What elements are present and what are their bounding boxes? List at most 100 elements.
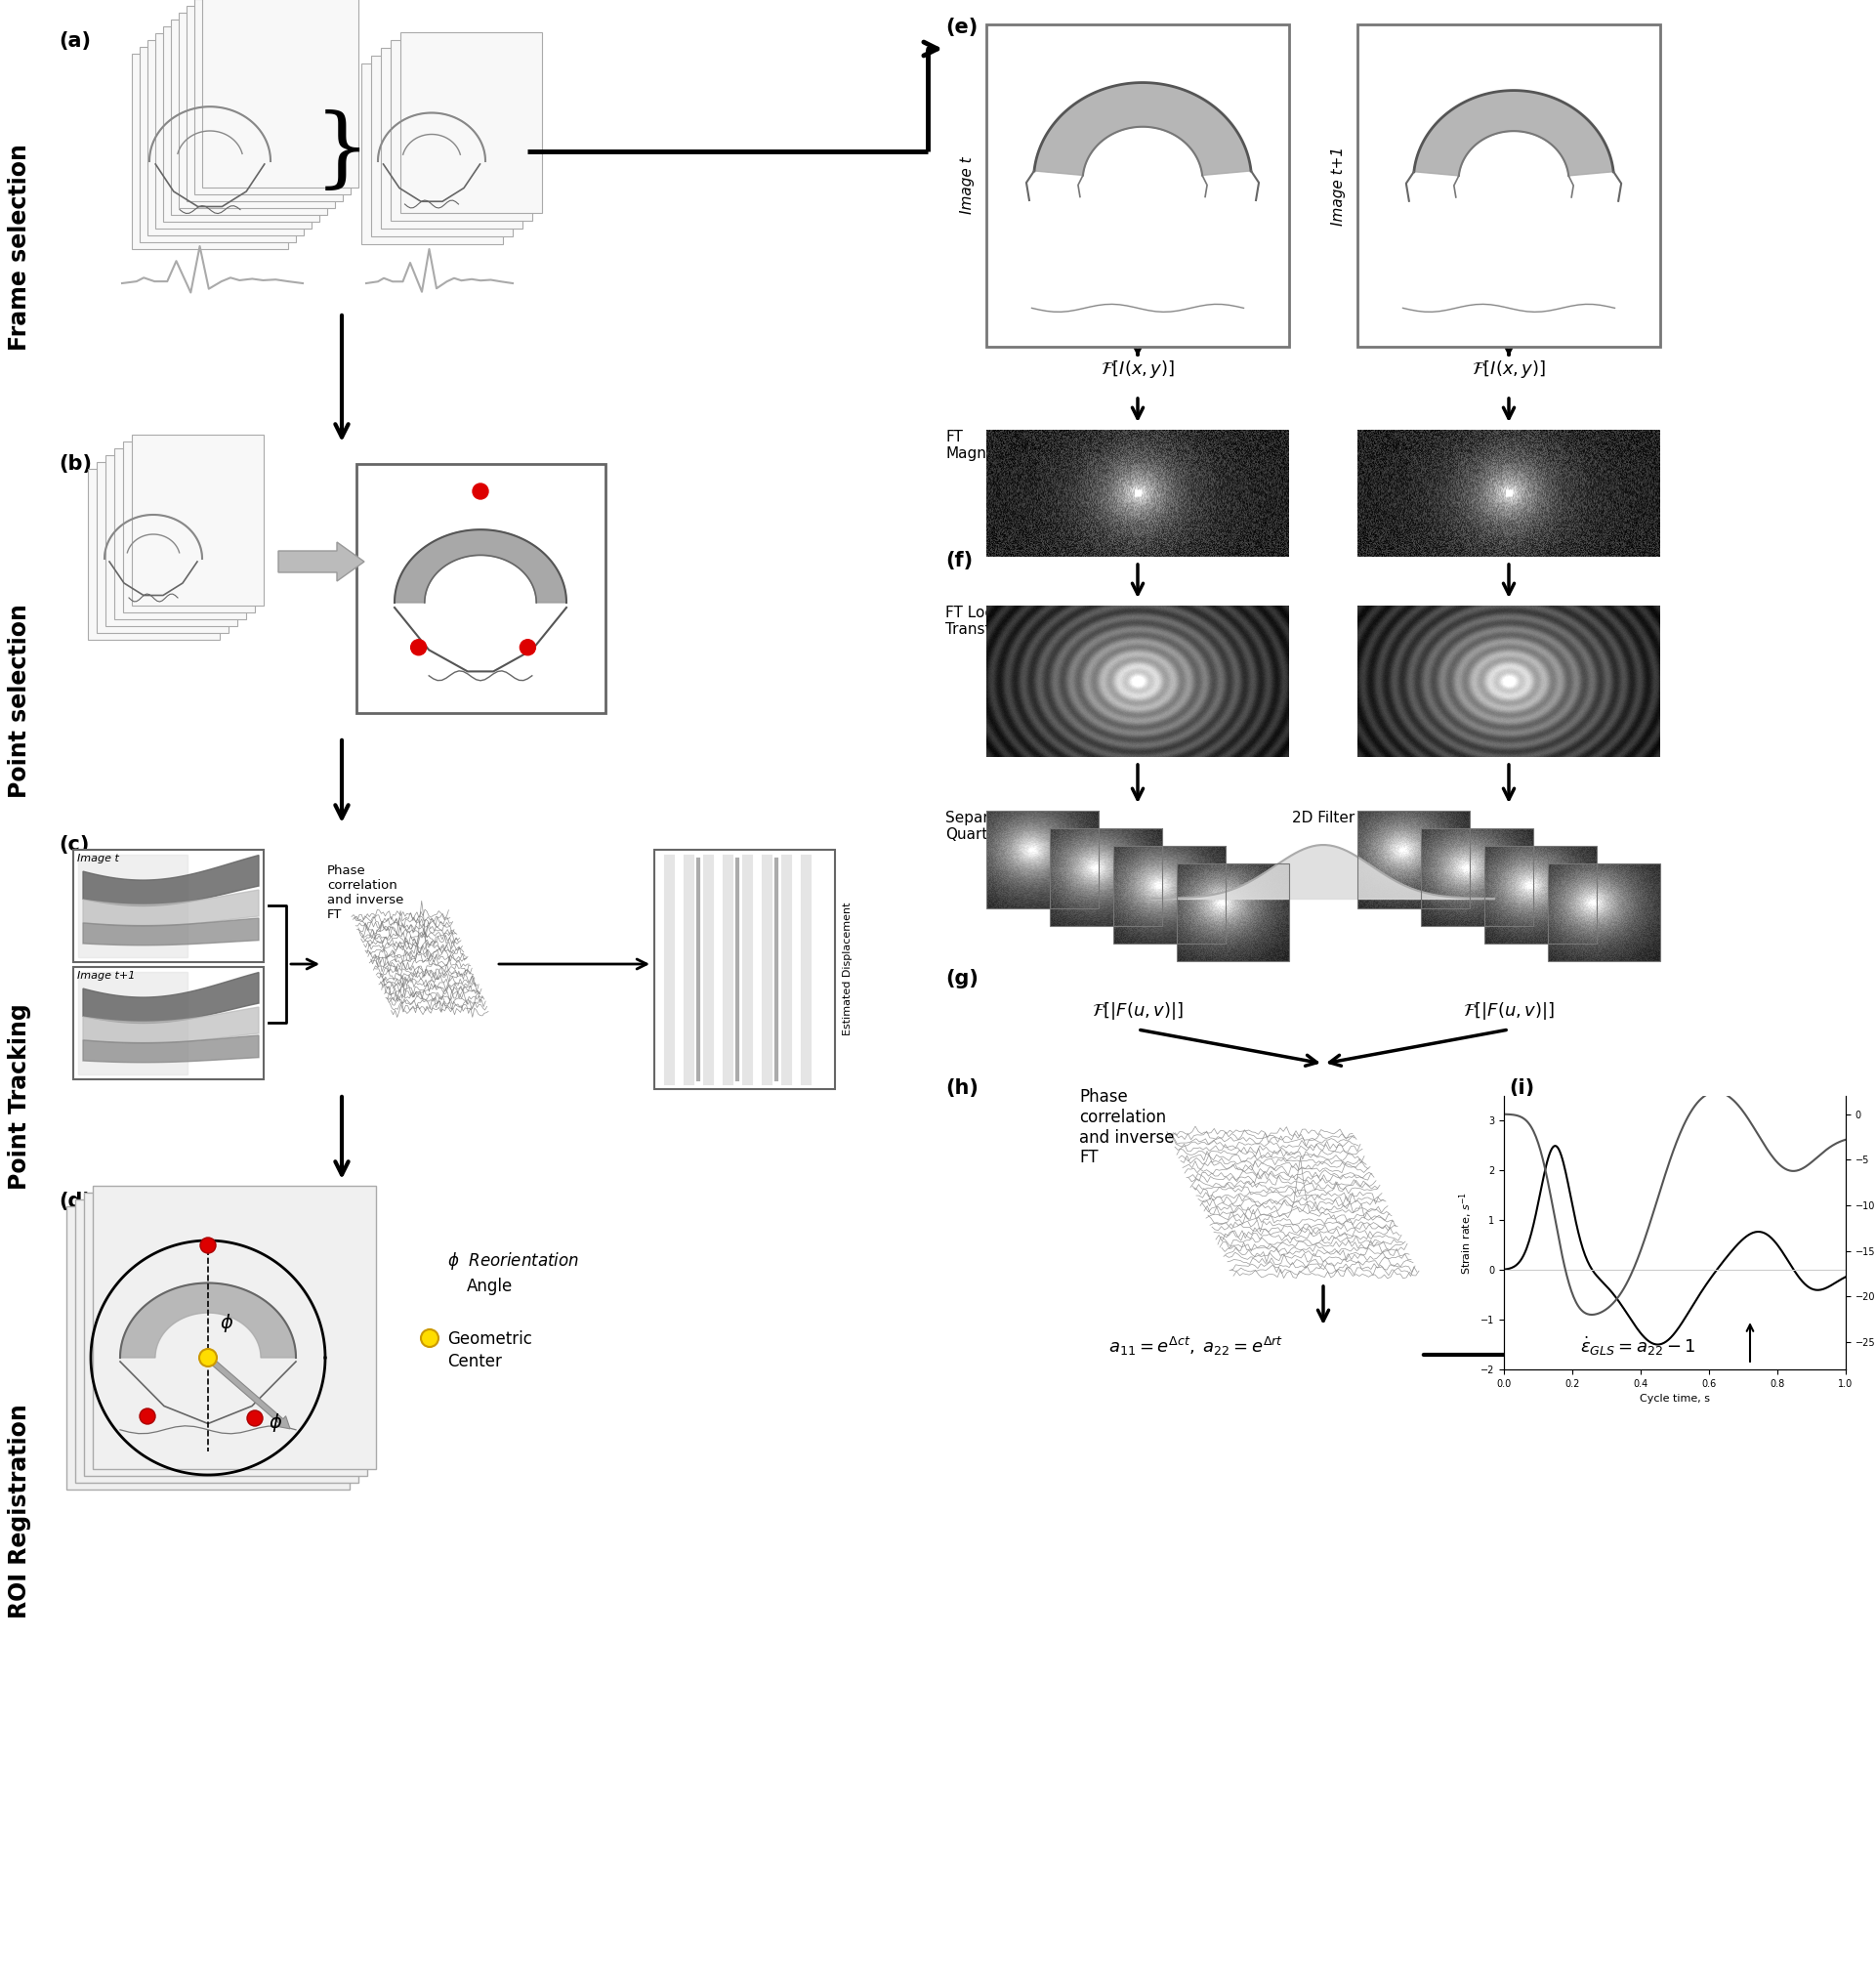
Text: $\phi$: $\phi$: [268, 1412, 283, 1434]
Text: (c): (c): [58, 835, 90, 855]
Text: Estimated Displacement: Estimated Displacement: [842, 903, 852, 1035]
Bar: [1548, 863, 1660, 962]
Text: ROI Registration: ROI Registration: [8, 1404, 32, 1618]
Text: (h): (h): [946, 1078, 979, 1098]
Text: Point selection: Point selection: [8, 604, 32, 798]
Bar: [131, 434, 265, 606]
Polygon shape: [150, 107, 270, 162]
Polygon shape: [83, 972, 259, 1023]
Polygon shape: [120, 1284, 296, 1357]
Bar: [73, 968, 265, 1078]
Text: Point Tracking: Point Tracking: [8, 1003, 32, 1189]
Bar: [1484, 845, 1596, 944]
Bar: [171, 20, 326, 215]
Circle shape: [420, 1329, 439, 1347]
Bar: [400, 32, 542, 213]
Bar: [1112, 845, 1225, 944]
Bar: [124, 442, 255, 612]
Polygon shape: [79, 855, 188, 958]
Text: Frame selection: Frame selection: [8, 144, 32, 350]
Bar: [105, 454, 236, 626]
Circle shape: [248, 1410, 263, 1426]
Bar: [1051, 828, 1161, 926]
Bar: [84, 1193, 368, 1475]
Polygon shape: [83, 891, 259, 926]
Text: $\mathcal{F}[I(x,y)]$: $\mathcal{F}[I(x,y)]$: [1101, 359, 1174, 379]
Bar: [66, 1207, 349, 1489]
Text: Image t+1: Image t+1: [1332, 146, 1345, 225]
Text: $a_{11} = e^{\Delta ct},\; a_{22} = e^{\Delta rt}$: $a_{11} = e^{\Delta ct},\; a_{22} = e^{\…: [1109, 1335, 1283, 1357]
Bar: [195, 0, 351, 194]
Text: $\mathcal{F}[|F(u,v)|]$: $\mathcal{F}[|F(u,v)|]$: [1092, 999, 1184, 1021]
Bar: [148, 39, 304, 235]
Bar: [356, 464, 606, 713]
FancyArrow shape: [206, 1355, 291, 1428]
Text: (i): (i): [1508, 1078, 1535, 1098]
Bar: [390, 39, 533, 221]
Bar: [655, 849, 835, 1088]
Text: $\mathcal{F}[I(x,y)]$: $\mathcal{F}[I(x,y)]$: [1471, 359, 1546, 379]
Bar: [114, 448, 246, 620]
Text: $\dot{\varepsilon}_{GLS} = a_{22} - 1$: $\dot{\varepsilon}_{GLS} = a_{22} - 1$: [1580, 1335, 1696, 1359]
Bar: [203, 0, 358, 188]
Circle shape: [199, 1349, 218, 1367]
Bar: [75, 1199, 358, 1483]
Polygon shape: [83, 855, 259, 907]
Bar: [1358, 24, 1660, 348]
Bar: [88, 468, 219, 640]
Polygon shape: [377, 113, 486, 162]
Text: (e): (e): [946, 18, 977, 38]
Text: Angle: Angle: [467, 1278, 512, 1296]
Text: $\mathcal{F}[|F(u,v)|]$: $\mathcal{F}[|F(u,v)|]$: [1463, 999, 1555, 1021]
Text: Center: Center: [446, 1353, 503, 1371]
Circle shape: [201, 1238, 216, 1254]
Bar: [186, 6, 343, 201]
Polygon shape: [105, 515, 203, 559]
Bar: [1420, 828, 1533, 926]
Bar: [98, 462, 229, 632]
Bar: [92, 1185, 375, 1469]
FancyArrow shape: [278, 541, 364, 581]
Bar: [156, 34, 311, 229]
Text: (g): (g): [946, 970, 979, 988]
Bar: [381, 47, 523, 229]
Bar: [1358, 810, 1469, 909]
Text: $\phi$  Reorientation: $\phi$ Reorientation: [446, 1250, 580, 1272]
Text: (d): (d): [58, 1191, 92, 1211]
Polygon shape: [1415, 91, 1613, 176]
Bar: [1176, 863, 1289, 962]
Bar: [371, 55, 512, 237]
Bar: [362, 63, 503, 245]
Text: $\phi$: $\phi$: [219, 1311, 234, 1335]
Bar: [73, 849, 265, 962]
Text: Phase
correlation
and inverse
FT: Phase correlation and inverse FT: [1079, 1088, 1174, 1167]
Text: FT
Magnitude: FT Magnitude: [946, 431, 1024, 462]
Polygon shape: [1034, 83, 1251, 176]
Polygon shape: [83, 1035, 259, 1063]
Text: Geometric: Geometric: [446, 1331, 533, 1347]
Polygon shape: [394, 529, 567, 602]
Bar: [987, 24, 1289, 348]
Text: (a): (a): [58, 32, 90, 51]
Text: (f): (f): [946, 551, 974, 571]
Text: Separate
Quarters: Separate Quarters: [946, 810, 1013, 843]
Bar: [131, 53, 289, 249]
Text: FT Logarithm
Transform: FT Logarithm Transform: [946, 606, 1043, 638]
Bar: [163, 26, 319, 221]
Text: Image t+1: Image t+1: [77, 972, 135, 982]
Bar: [178, 12, 336, 207]
Text: (b): (b): [58, 454, 92, 474]
Text: Image t: Image t: [961, 156, 976, 213]
Circle shape: [411, 640, 426, 656]
Circle shape: [473, 484, 488, 500]
Text: Phase
correlation
and inverse
FT: Phase correlation and inverse FT: [326, 865, 403, 920]
Text: }: }: [315, 109, 370, 194]
Bar: [139, 47, 296, 243]
Circle shape: [139, 1408, 156, 1424]
Text: Image t: Image t: [77, 853, 118, 863]
Polygon shape: [83, 1007, 259, 1043]
Polygon shape: [83, 918, 259, 946]
Circle shape: [520, 640, 535, 656]
Polygon shape: [79, 972, 188, 1074]
Bar: [987, 810, 1099, 909]
